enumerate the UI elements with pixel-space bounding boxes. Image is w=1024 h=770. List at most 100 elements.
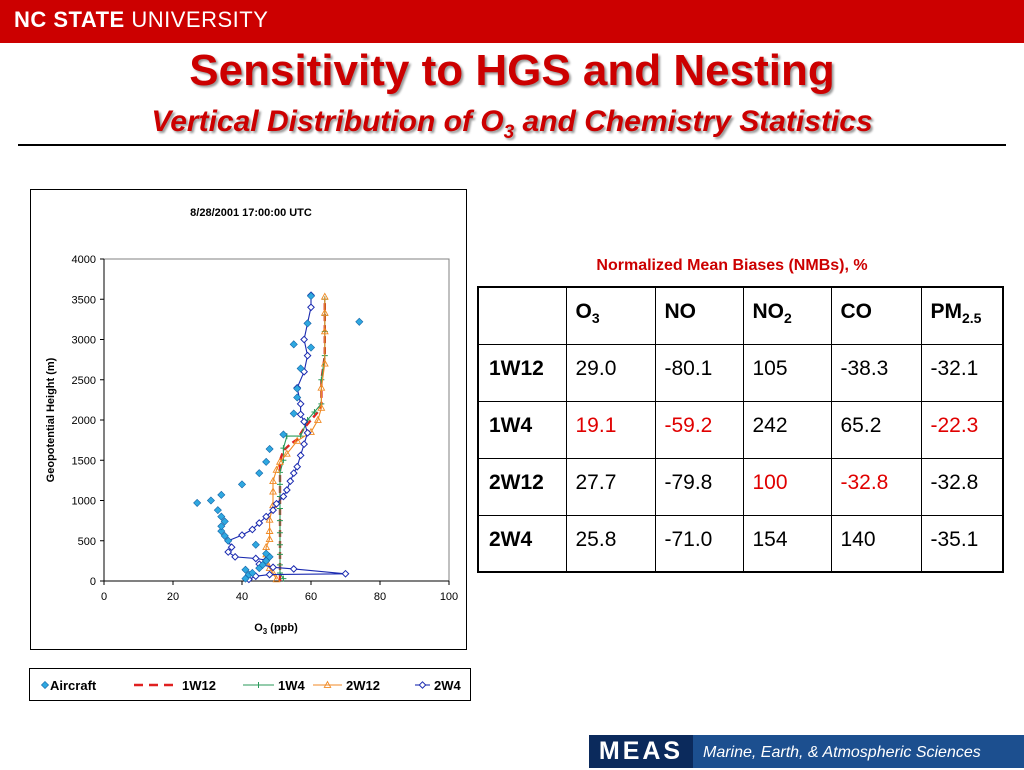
nmb-row: 2W4 25.8 -71.0 154 140 -35.1 (477, 514, 1004, 573)
ozone-profile-chart: 8/28/2001 17:00:00 UTC 0 20 40 60 80 100 0 500 1… (30, 189, 467, 650)
data-point-aircraft (265, 444, 274, 454)
data-point-1w4 (318, 376, 325, 383)
x-tick-label: 80 (374, 591, 386, 603)
data-point-2w4 (296, 451, 305, 460)
y-axis-label: Geopotential Height (m) (45, 357, 57, 482)
data-point-2w12 (269, 487, 278, 495)
x-tick-label: 40 (236, 591, 248, 603)
data-point-2w12 (265, 534, 274, 542)
series-2w4 (224, 291, 350, 584)
subtitle-post: and Chemistry Statistics (514, 105, 873, 138)
nmb-col-no: NO (654, 286, 744, 345)
data-point-2w12 (265, 515, 274, 523)
nmb-cell: 105 (742, 343, 832, 402)
y-tick-label: 2000 (72, 415, 96, 427)
nmb-row-label: 1W4 (477, 400, 567, 459)
legend-swatch-marker (323, 680, 332, 688)
data-point-aircraft (224, 536, 233, 545)
chart-canvas: 8/28/2001 17:00:00 UTC 0 20 40 60 80 10005001… (45, 207, 459, 636)
legend-item-2w12: 2W12 (313, 678, 380, 693)
chart-title: 8/28/2001 17:00:00 UTC (190, 207, 312, 219)
data-point-aircraft (296, 364, 305, 373)
university-logo: NC STATE UNIVERSITY (14, 7, 268, 33)
nmb-table-title: Normalized Mean Biases (NMBs), % (596, 257, 868, 274)
col-base: NO (752, 300, 785, 323)
slide-title: Sensitivity to HGS and Nesting (189, 46, 835, 95)
col-base: PM (930, 300, 963, 323)
nmb-cell: -38.3 (830, 343, 922, 402)
nmb-col-o3: O3 (565, 286, 656, 345)
data-point-aircraft (217, 527, 226, 536)
legend-label: 1W12 (182, 678, 216, 693)
nmb-cell: 25.8 (565, 514, 656, 573)
university-banner: NC STATE UNIVERSITY (0, 0, 1024, 43)
data-point-2w4 (282, 486, 291, 494)
data-point-aircraft (237, 480, 247, 489)
x-axis-label-base: O (254, 622, 263, 634)
nmb-row-label: 2W4 (477, 514, 567, 573)
title-divider (18, 144, 1006, 146)
data-point-aircraft (289, 409, 298, 418)
data-point-2w12 (293, 436, 302, 444)
data-point-aircraft (217, 490, 226, 499)
data-point-aircraft (262, 549, 271, 558)
nmb-row: 1W4 19.1 -59.2 242 65.2 -22.3 (477, 400, 1004, 459)
x-tick-label: 0 (101, 591, 107, 603)
nmb-cell: -32.8 (920, 457, 1004, 516)
data-point-2w4 (286, 477, 295, 486)
data-point-2w12 (313, 415, 322, 423)
meas-footer-logo: MEAS Marine, Earth, & Atmospheric Scienc… (589, 735, 1024, 768)
data-point-aircraft (193, 498, 202, 507)
data-point-2w12 (317, 383, 326, 391)
nmb-cell: 65.2 (830, 400, 922, 459)
data-point-2w4 (341, 569, 350, 578)
nmb-cell: -79.8 (654, 457, 744, 516)
axes: 0 20 40 60 80 1000500100015002000250030003500… (72, 254, 459, 603)
y-tick-label: 3500 (72, 294, 96, 306)
nmb-col-co: CO (830, 286, 922, 345)
data-point-aircraft (220, 517, 229, 526)
data-point-1w4 (276, 505, 283, 512)
data-point-aircraft (293, 393, 302, 402)
data-point-aircraft (255, 469, 264, 478)
data-point-2w4 (269, 563, 277, 572)
plot-area (103, 258, 450, 582)
data-point-2w4 (300, 335, 309, 344)
data-point-2w4 (265, 570, 274, 579)
meas-label: MEAS (589, 735, 693, 768)
data-point-2w12 (320, 359, 329, 367)
data-point-2w12 (320, 327, 329, 335)
col-sub: 3 (591, 310, 600, 327)
series-2w12 (262, 292, 329, 583)
col-sub: 2 (784, 310, 792, 327)
data-point-aircraft (241, 565, 250, 574)
nmb-header-row: O3 NO NO2 CO PM2.5 (477, 286, 1004, 345)
x-axis-label: O3 (ppb) (254, 622, 298, 636)
data-point-aircraft (355, 317, 364, 326)
y-tick-label: 1500 (72, 455, 96, 467)
data-point-2w12 (320, 308, 329, 316)
data-point-2w4 (269, 506, 277, 515)
data-point-aircraft (279, 430, 288, 439)
data-point-2w4 (251, 554, 260, 563)
slide-subtitle: Vertical Distribution of O3 and Chemistr… (0, 104, 1024, 151)
data-point-2w4 (272, 499, 281, 508)
data-point-2w12 (265, 526, 274, 534)
data-point-1w4 (276, 551, 283, 558)
data-point-2w4 (231, 552, 240, 561)
nmb-cell: 27.7 (565, 457, 656, 516)
legend-label: 1W4 (278, 678, 306, 693)
x-axis-label-sub: 3 (263, 627, 268, 636)
nmb-row: 2W12 27.7 -79.8 100 -32.8 -32.8 (477, 457, 1004, 516)
nmb-cell: -32.1 (920, 343, 1004, 402)
legend-swatch-marker (418, 681, 427, 689)
data-point-2w4 (227, 543, 236, 552)
legend-item-aircraft: Aircraft (40, 678, 97, 693)
data-point-2w12 (269, 568, 278, 576)
nmb-corner-cell (477, 286, 567, 345)
nmb-cell: -59.2 (654, 400, 744, 459)
col-base: O (575, 300, 592, 323)
data-point-1w4 (280, 575, 287, 582)
y-tick-label: 2500 (72, 375, 96, 387)
data-point-aircraft (306, 343, 316, 352)
